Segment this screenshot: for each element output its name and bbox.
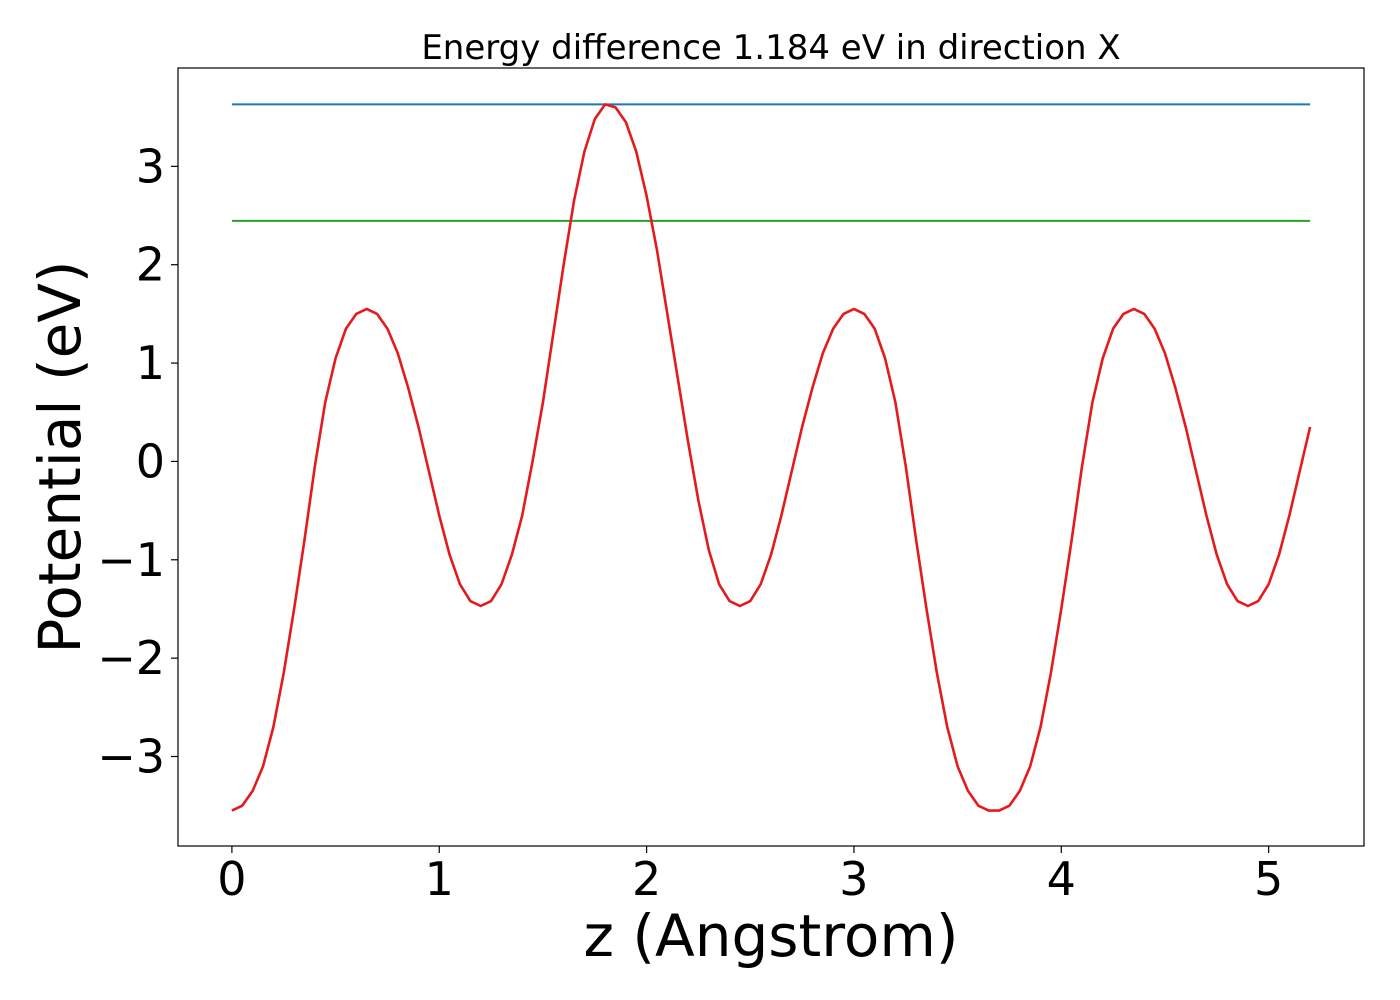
x-tick-label-0: 0 <box>217 852 246 906</box>
x-tick-label-5: 5 <box>1254 852 1283 906</box>
plot-frame <box>177 67 1365 847</box>
x-tick-label-4: 4 <box>1047 852 1076 906</box>
y-tick-label-2: 2 <box>136 238 165 292</box>
y-tick-label--2: −2 <box>97 631 165 685</box>
x-tick-label-2: 2 <box>632 852 661 906</box>
x-tick-label-3: 3 <box>839 852 868 906</box>
y-axis-ticks: −3 −2 −1 0 1 2 3 <box>97 139 178 783</box>
x-axis-label: z (Angstrom) <box>584 902 959 970</box>
chart-title: Energy difference 1.184 eV in direction … <box>421 28 1120 68</box>
y-tick-label--1: −1 <box>97 533 165 587</box>
y-tick-label-3: 3 <box>136 139 165 193</box>
y-tick-label-0: 0 <box>136 434 165 488</box>
y-tick-label--3: −3 <box>97 729 165 783</box>
x-axis-ticks: 0 1 2 3 4 5 <box>217 846 1283 906</box>
plot-area <box>177 67 1365 847</box>
x-tick-label-1: 1 <box>425 852 454 906</box>
y-axis-label: Potential (eV) <box>26 260 94 653</box>
potential-curve-1 <box>231 103 1312 812</box>
y-tick-label-1: 1 <box>136 336 165 390</box>
